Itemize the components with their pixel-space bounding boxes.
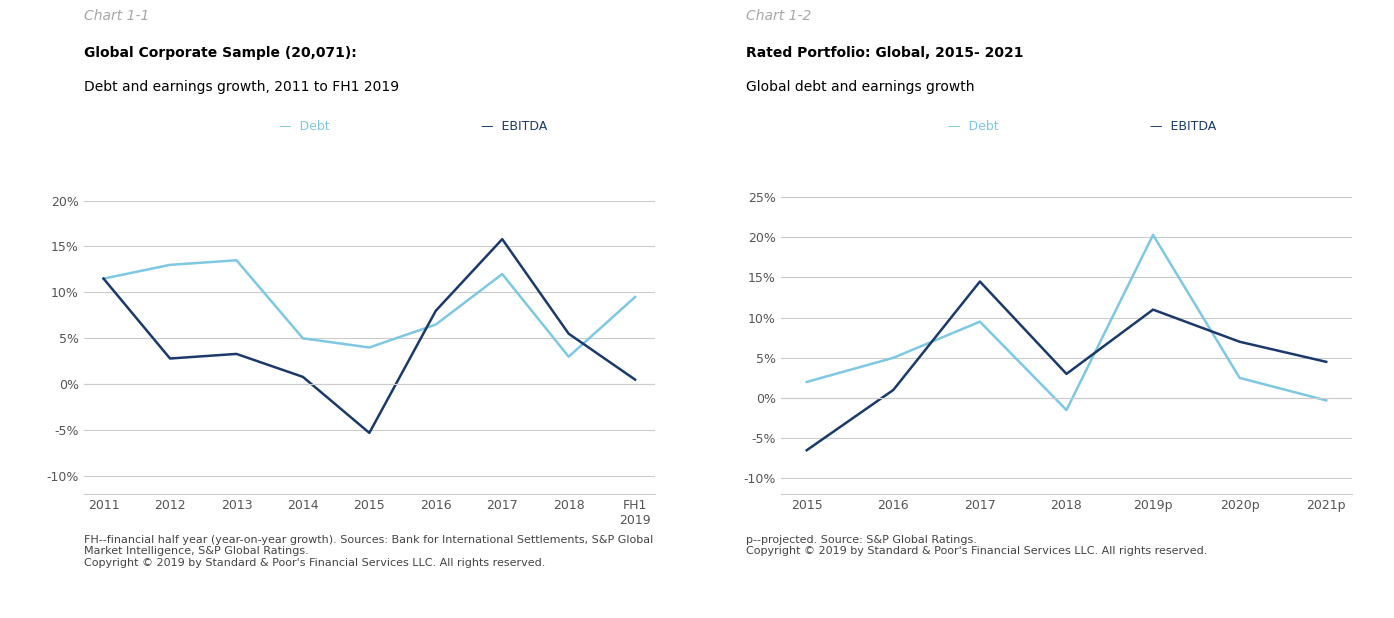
Text: —  Debt: — Debt (948, 120, 998, 133)
Text: p--projected. Source: S&P Global Ratings.
Copyright © 2019 by Standard & Poor's : p--projected. Source: S&P Global Ratings… (746, 535, 1207, 556)
Text: Global Corporate Sample (20,071):: Global Corporate Sample (20,071): (84, 46, 357, 61)
Text: Chart 1-2: Chart 1-2 (746, 9, 811, 23)
Text: —  Debt: — Debt (279, 120, 329, 133)
Text: Rated Portfolio: Global, 2015- 2021: Rated Portfolio: Global, 2015- 2021 (746, 46, 1023, 61)
Text: Global debt and earnings growth: Global debt and earnings growth (746, 80, 974, 95)
Text: Debt and earnings growth, 2011 to FH1 2019: Debt and earnings growth, 2011 to FH1 20… (84, 80, 399, 95)
Text: —  EBITDA: — EBITDA (481, 120, 548, 133)
Text: FH--financial half year (year-on-year growth). Sources: Bank for International S: FH--financial half year (year-on-year gr… (84, 535, 652, 568)
Text: —  EBITDA: — EBITDA (1150, 120, 1217, 133)
Text: Chart 1-1: Chart 1-1 (84, 9, 149, 23)
